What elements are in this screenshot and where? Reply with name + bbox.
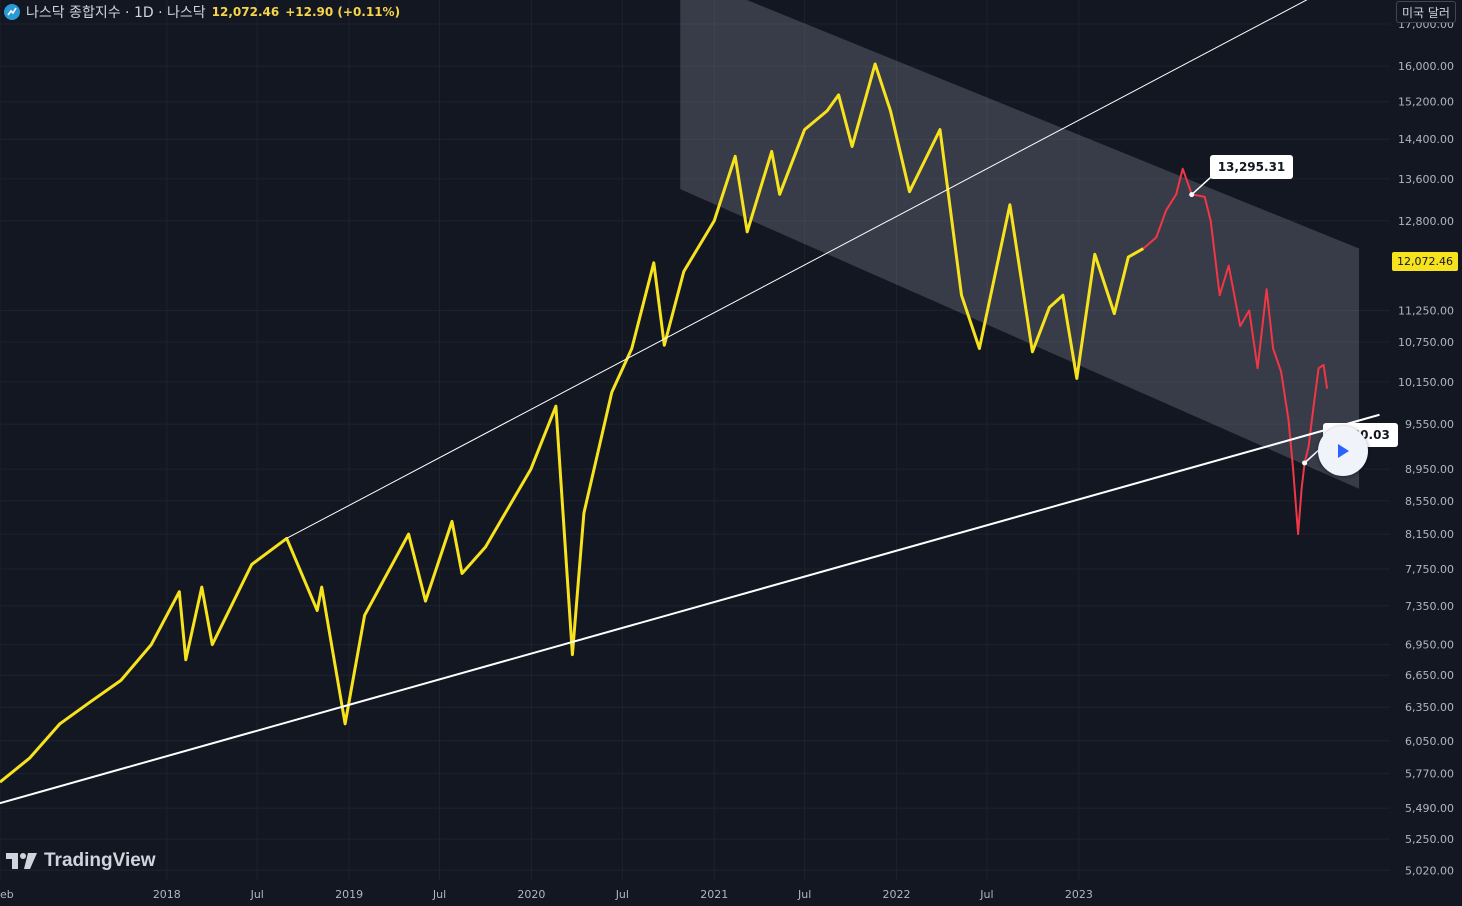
currency-button[interactable]: 미국 달러	[1396, 1, 1456, 23]
y-tick-label: 13,600.00	[1398, 173, 1454, 186]
y-tick-label: 8,950.00	[1405, 463, 1454, 476]
trend-line-upper-resistance	[286, 0, 1308, 539]
x-tick-label: Jul	[432, 888, 446, 901]
y-tick-label: 5,250.00	[1405, 833, 1454, 846]
y-tick-label: 16,000.00	[1398, 60, 1454, 73]
symbol-header: 나스닥 종합지수 · 1D · 나스닥 12,072.46 +12.90 (+0…	[4, 2, 400, 22]
y-tick-label: 12,800.00	[1398, 215, 1454, 228]
y-tick-label: 15,200.00	[1398, 96, 1454, 109]
symbol-title[interactable]: 나스닥 종합지수 · 1D · 나스닥	[26, 5, 206, 21]
y-tick-label: 6,050.00	[1405, 735, 1454, 748]
last-price-badge: 12,072.46	[1392, 251, 1458, 271]
price-channel	[680, 0, 1360, 489]
y-tick-label: 5,020.00	[1405, 864, 1454, 877]
y-tick-label: 8,550.00	[1405, 495, 1454, 508]
header-price: 12,072.46	[211, 5, 280, 19]
annotation-point	[1189, 192, 1195, 198]
tradingview-logo[interactable]: TradingView	[6, 848, 156, 874]
y-tick-label: 9,550.00	[1405, 418, 1454, 431]
play-button[interactable]	[1318, 426, 1368, 476]
y-tick-label: 5,490.00	[1405, 802, 1454, 815]
x-tick-label: 2022	[883, 888, 911, 901]
x-tick-label: 2023	[1065, 888, 1093, 901]
x-tick-label: eb	[0, 888, 14, 901]
x-tick-label: Jul	[797, 888, 811, 901]
y-tick-label: 6,350.00	[1405, 701, 1454, 714]
trend-line-lower-support	[0, 413, 1380, 805]
y-tick-label: 14,400.00	[1398, 133, 1454, 146]
play-icon	[1338, 444, 1349, 458]
projection-series-line	[1142, 167, 1329, 536]
y-tick-label: 6,950.00	[1405, 639, 1454, 652]
y-tick-label: 6,650.00	[1405, 669, 1454, 682]
x-tick-label: 2020	[517, 888, 545, 901]
header-change: +12.90 (+0.11%)	[285, 5, 401, 19]
y-tick-label: 7,350.00	[1405, 600, 1454, 613]
logo-text: TradingView	[44, 850, 156, 871]
chart-icon[interactable]	[4, 4, 20, 20]
y-tick-label: 10,750.00	[1398, 336, 1454, 349]
x-tick-label: 2021	[700, 888, 728, 901]
x-tick-label: 2018	[153, 888, 181, 901]
y-tick-label: 8,150.00	[1405, 528, 1454, 541]
history-series-line	[0, 62, 1145, 784]
y-tick-label: 11,250.00	[1398, 304, 1454, 317]
annotation-point	[1302, 460, 1308, 466]
x-tick-label: Jul	[979, 888, 993, 901]
y-tick-label: 10,150.00	[1398, 376, 1454, 389]
x-tick-label: 2019	[335, 888, 363, 901]
callout-upper-price[interactable]: 13,295.31	[1209, 154, 1294, 179]
x-tick-label: Jul	[615, 888, 629, 901]
x-tick-label: Jul	[250, 888, 264, 901]
y-tick-label: 5,770.00	[1405, 768, 1454, 781]
y-tick-label: 7,750.00	[1405, 563, 1454, 576]
tradingview-logo-icon	[6, 853, 37, 869]
